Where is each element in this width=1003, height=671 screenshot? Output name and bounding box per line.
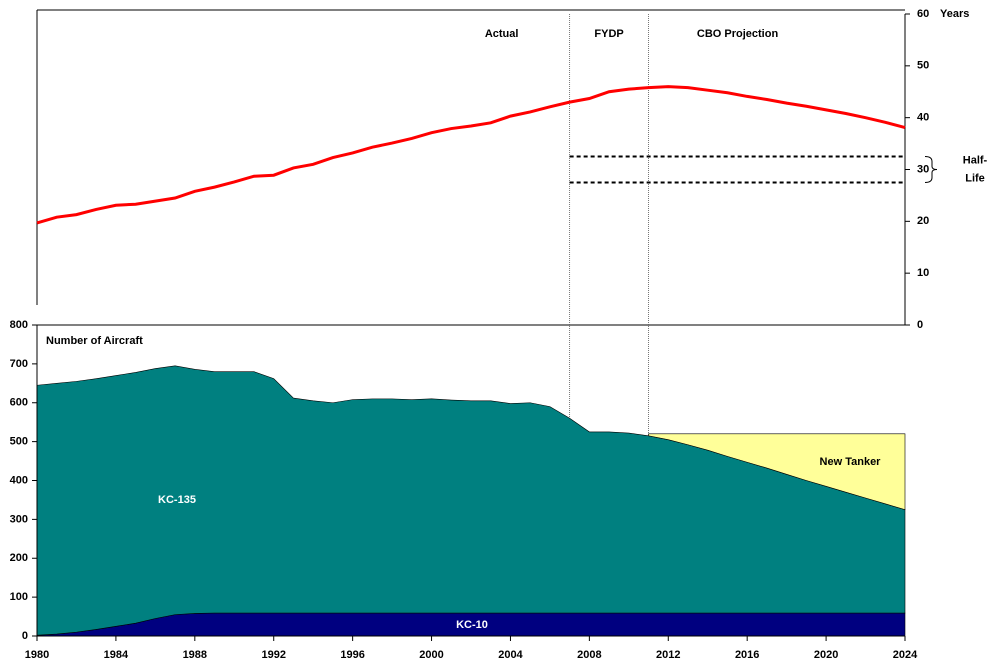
y2-tick-label: 60 <box>917 8 929 20</box>
y2-tick-label: 20 <box>917 215 929 227</box>
y-tick-label: 800 <box>10 319 28 331</box>
series-label: KC-10 <box>456 619 488 631</box>
x-tick-label: 2000 <box>419 649 443 661</box>
series-label: New Tanker <box>820 456 882 468</box>
period-label: FYDP <box>594 28 623 40</box>
y2-tick-label: 50 <box>917 60 929 72</box>
x-tick-label: 2008 <box>577 649 601 661</box>
age-line <box>36 85 906 225</box>
y-tick-label: 400 <box>10 474 28 486</box>
y-tick-label: 500 <box>10 436 28 448</box>
area <box>648 433 906 511</box>
x-tick-label: 2020 <box>814 649 838 661</box>
y-tick-label: 100 <box>10 591 28 603</box>
x-tick-label: 2024 <box>893 649 918 661</box>
y2-axis-title: Years <box>940 8 969 20</box>
y-axis-title: Number of Aircraft <box>46 335 143 347</box>
x-tick-label: 2004 <box>498 649 523 661</box>
area <box>36 365 906 636</box>
y-tick-label: 700 <box>10 358 28 370</box>
x-tick-label: 1980 <box>25 649 49 661</box>
y2-tick-label: 10 <box>917 267 929 279</box>
y2-tick-label: 30 <box>917 163 929 175</box>
half-life-label: Life <box>965 172 985 184</box>
x-tick-label: 1988 <box>183 649 207 661</box>
y2-tick-label: 0 <box>917 319 923 331</box>
y-tick-label: 200 <box>10 552 28 564</box>
period-label: Actual <box>485 28 519 40</box>
brace <box>924 156 938 183</box>
x-tick-label: 1992 <box>261 649 285 661</box>
x-tick-label: 2012 <box>656 649 680 661</box>
series-label: KC-135 <box>158 494 196 506</box>
period-label: CBO Projection <box>697 28 779 40</box>
half-life-label: Half- <box>963 154 988 166</box>
y-tick-label: 0 <box>22 630 28 642</box>
y2-tick-label: 40 <box>917 112 929 124</box>
y-tick-label: 300 <box>10 513 28 525</box>
y-tick-label: 600 <box>10 397 28 409</box>
x-tick-label: 2016 <box>735 649 759 661</box>
x-tick-label: 1984 <box>104 649 129 661</box>
x-tick-label: 1996 <box>340 649 364 661</box>
